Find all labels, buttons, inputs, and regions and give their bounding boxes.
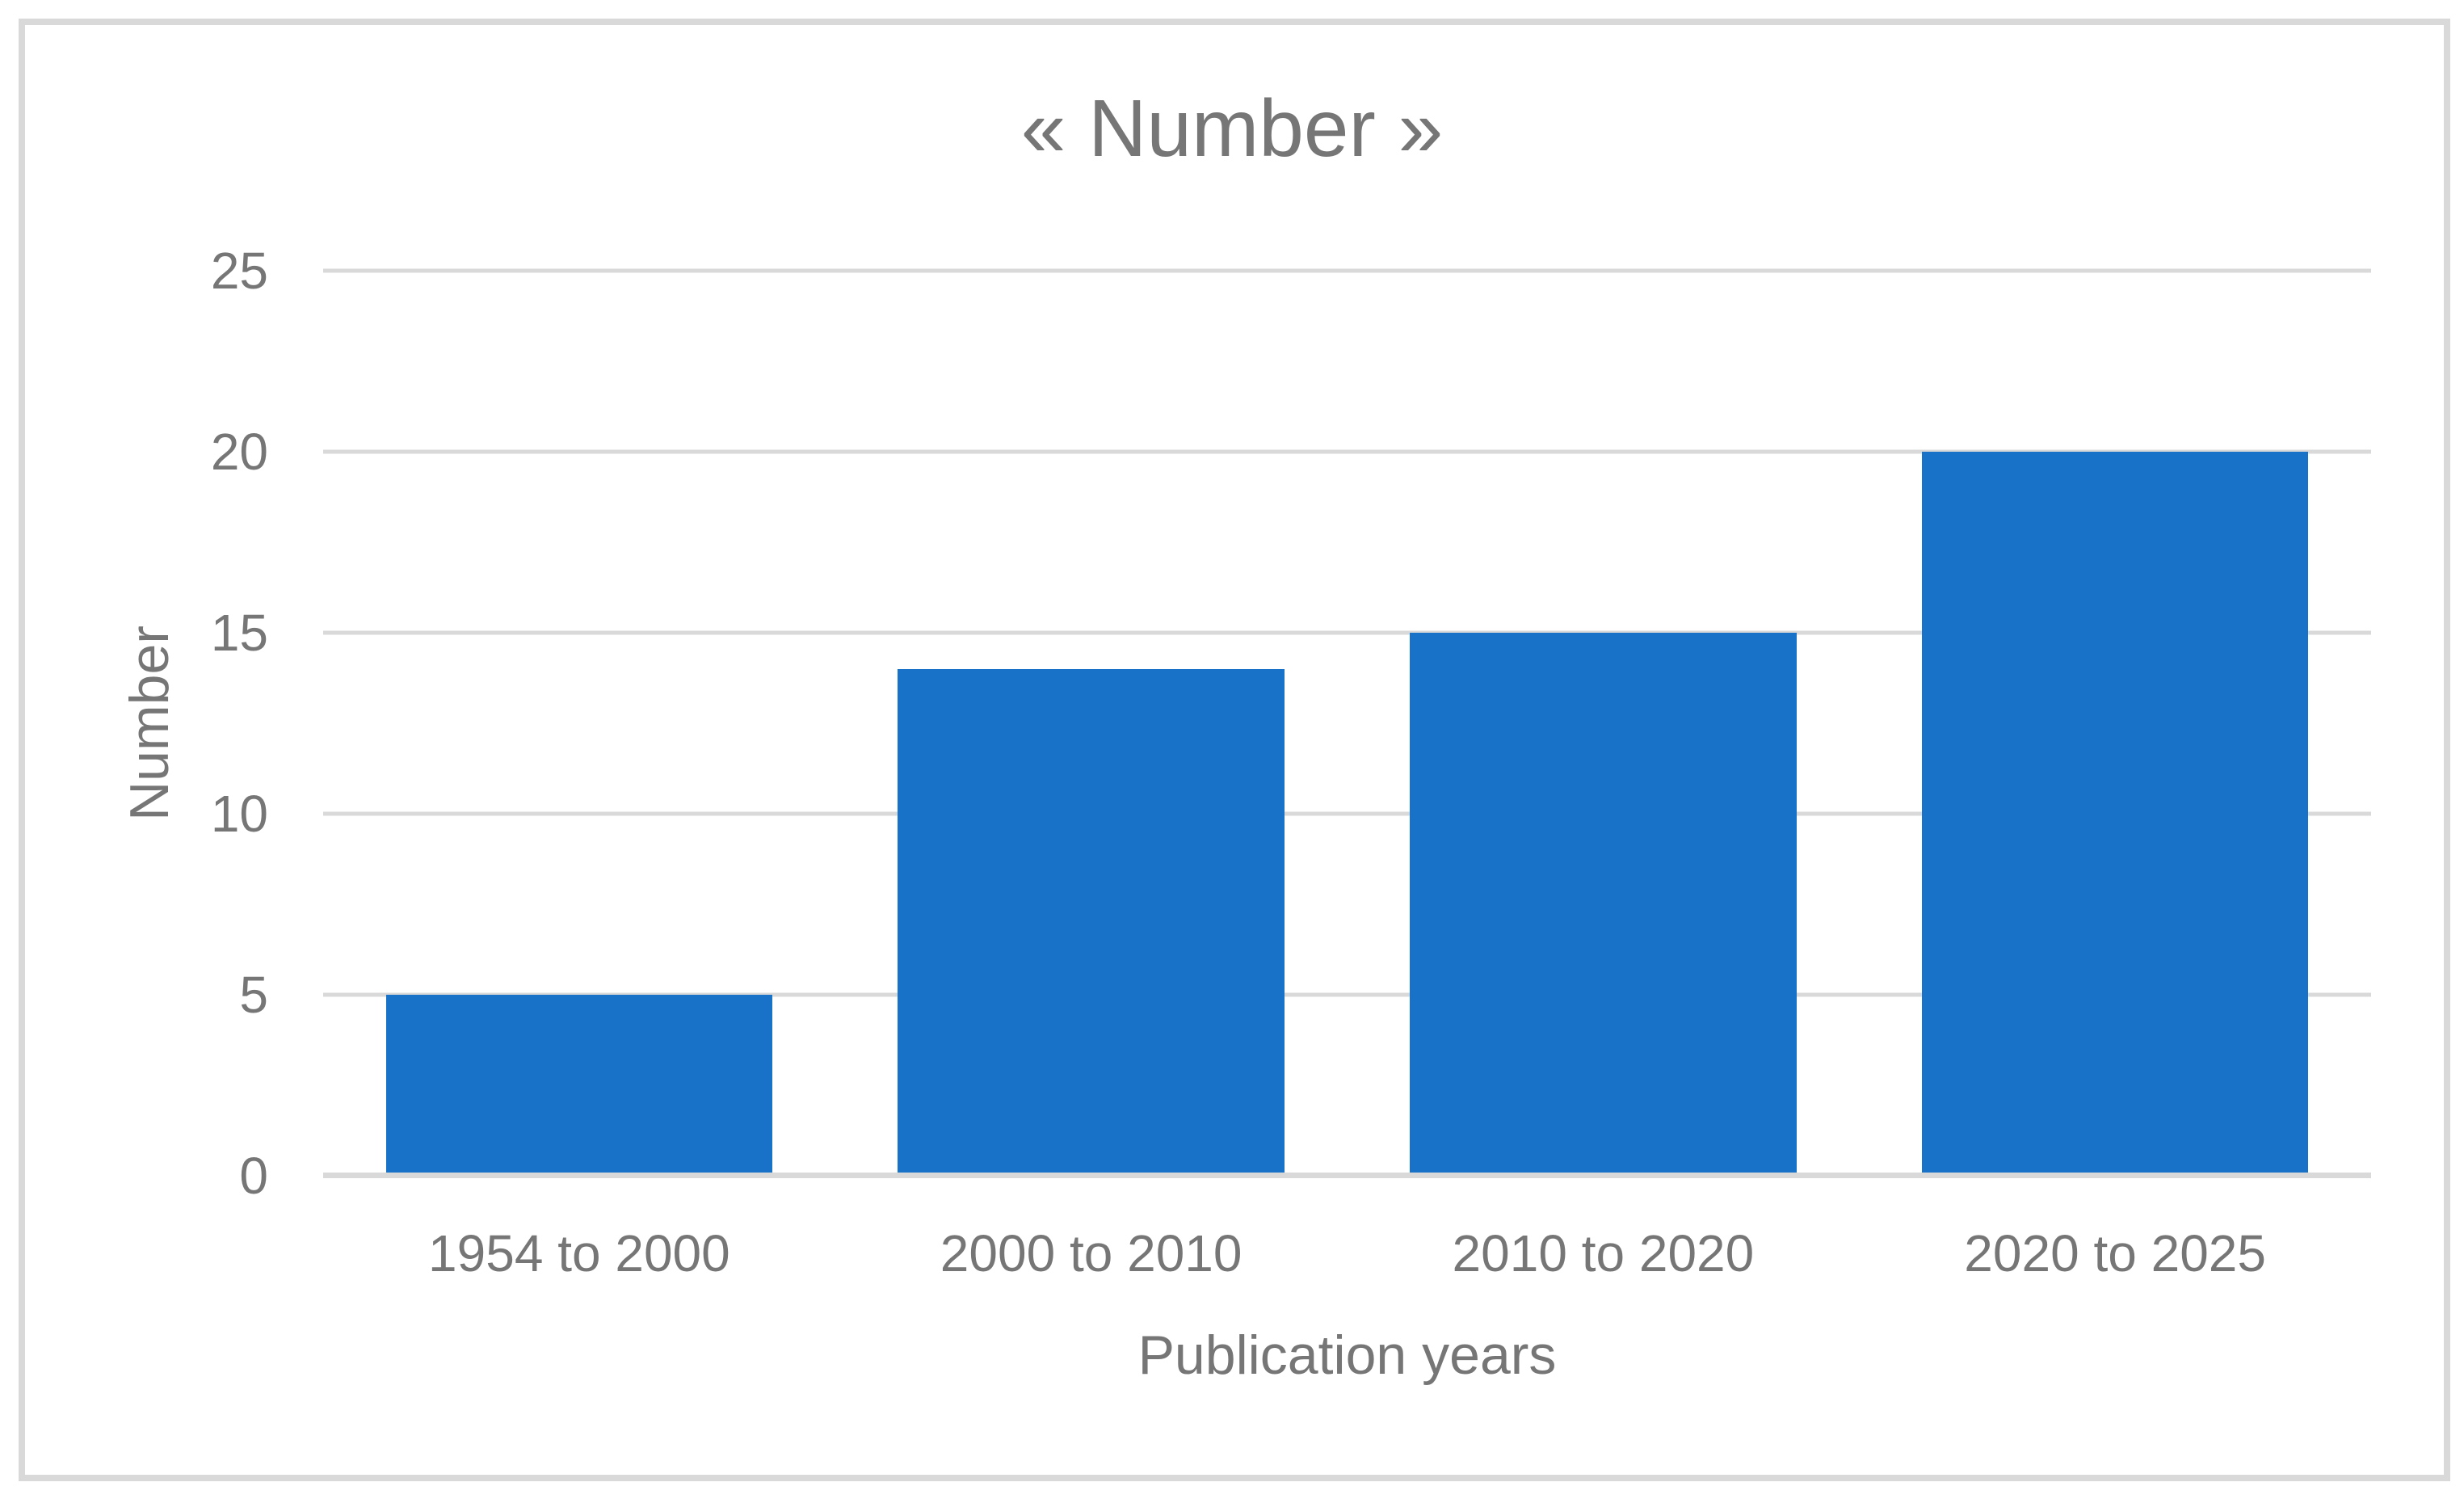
x-tick-label-3: 2010 to 2020 <box>1452 1224 1755 1282</box>
gridline-15 <box>323 630 2371 635</box>
y-axis-tick-labels: 0 5 10 15 20 25 <box>0 245 268 1202</box>
x-axis-tick-labels: 1954 to 2000 2000 to 2010 2010 to 2020 2020… <box>323 1225 2371 1282</box>
y-tick-label-0: 0 <box>239 1147 268 1205</box>
bar-slot-1 <box>323 271 835 1176</box>
y-tick-label-10: 10 <box>210 785 268 843</box>
y-tick-label-5: 5 <box>239 966 268 1024</box>
y-tick-label-25: 25 <box>210 242 268 300</box>
gridline-25 <box>323 268 2371 273</box>
bar-2000-to-2010 <box>898 668 1285 1176</box>
chart-title: « Number » <box>1020 83 1444 174</box>
bars-container <box>323 271 2371 1176</box>
x-tick-label-2: 2000 to 2010 <box>940 1224 1243 1282</box>
y-tick-label-20: 20 <box>210 423 268 481</box>
gridline-10 <box>323 811 2371 816</box>
x-tick-label-4: 2020 to 2025 <box>1964 1224 2266 1282</box>
y-tick-label-15: 15 <box>210 604 268 662</box>
x-axis-title: Publication years <box>1137 1324 1557 1386</box>
bar-slot-4 <box>1859 271 2371 1176</box>
plot-area <box>323 268 2371 1178</box>
bar-2020-to-2025 <box>1921 452 2309 1176</box>
gridline-20 <box>323 449 2371 454</box>
bar-slot-2 <box>835 271 1348 1176</box>
bar-2010-to-2020 <box>1410 633 1797 1176</box>
x-axis-line <box>323 1173 2371 1178</box>
gridline-5 <box>323 992 2371 997</box>
bar-1954-to-2000 <box>385 995 773 1176</box>
x-tick-label-1: 1954 to 2000 <box>428 1224 730 1282</box>
bar-slot-3 <box>1348 271 1860 1176</box>
